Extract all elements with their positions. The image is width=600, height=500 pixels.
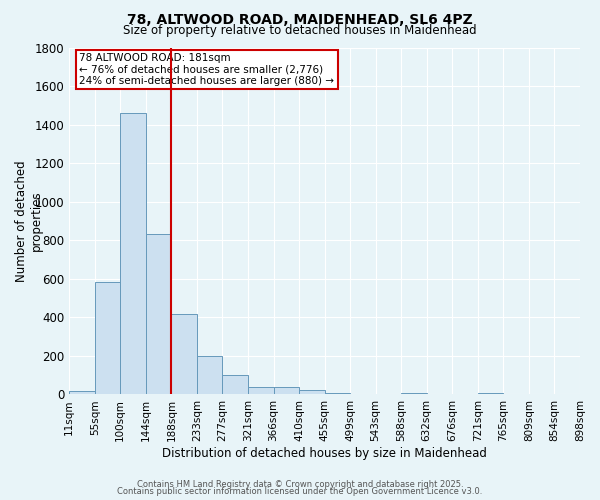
Y-axis label: Number of detached
properties: Number of detached properties (15, 160, 43, 282)
Bar (95, 282, 120, 395)
Bar (274, 387, 299, 394)
Bar (299, 390, 325, 394)
X-axis label: Distribution of detached houses by size in Maidenhead: Distribution of detached houses by size … (162, 447, 487, 460)
Bar (223, 375, 248, 394)
Bar (197, 356, 223, 395)
Text: 78, ALTWOOD ROAD, MAIDENHEAD, SL6 4PZ: 78, ALTWOOD ROAD, MAIDENHEAD, SL6 4PZ (127, 12, 473, 26)
Bar (401, 392, 427, 394)
Bar (120, 113, 146, 394)
Bar (146, 234, 172, 394)
Text: Size of property relative to detached houses in Maidenhead: Size of property relative to detached ho… (123, 24, 477, 37)
Text: Contains HM Land Registry data © Crown copyright and database right 2025.: Contains HM Land Registry data © Crown c… (137, 480, 463, 489)
Bar (172, 314, 197, 394)
Text: Contains public sector information licensed under the Open Government Licence v3: Contains public sector information licen… (118, 487, 482, 496)
Bar (248, 387, 274, 394)
Bar (69, 390, 95, 394)
Bar (325, 392, 350, 394)
Text: 78 ALTWOOD ROAD: 181sqm
← 76% of detached houses are smaller (2,776)
24% of semi: 78 ALTWOOD ROAD: 181sqm ← 76% of detache… (79, 52, 334, 86)
Bar (478, 392, 503, 394)
